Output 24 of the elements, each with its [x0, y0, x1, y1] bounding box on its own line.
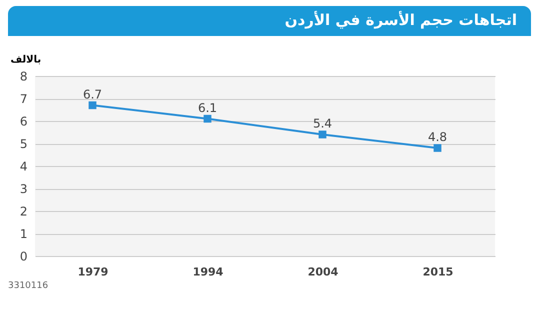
y-tick-label: 4	[20, 160, 28, 174]
x-tick-label: 2004	[308, 266, 339, 278]
data-label: 6.1	[198, 100, 218, 115]
point	[88, 101, 96, 110]
y-tick-label: 8	[20, 70, 28, 84]
y-tick-label: 0	[20, 250, 28, 264]
data-label: 4.8	[428, 130, 448, 144]
y-axis-title: بالالف	[10, 54, 42, 66]
data-label: 6.7	[82, 87, 102, 102]
point	[204, 114, 212, 123]
text: 3310116	[7, 281, 50, 291]
x-tick-label: 1979	[78, 266, 108, 278]
x-tick-label: 1994	[192, 266, 224, 278]
point	[434, 144, 442, 152]
y-tick-label: 6	[20, 114, 28, 128]
y-tick-label: 2	[20, 204, 28, 218]
y-tick-label: 5	[20, 137, 28, 151]
y-tick-label: 3	[20, 182, 28, 196]
point	[318, 130, 326, 138]
chart-title: اتجاهات حجم الأسرة في الأردن	[8, 6, 531, 36]
y-tick-label: 1	[20, 227, 28, 241]
x-tick-label: 2015	[422, 266, 454, 278]
y-tick-label: 7	[20, 92, 28, 106]
data-label: 5.4	[312, 116, 332, 130]
